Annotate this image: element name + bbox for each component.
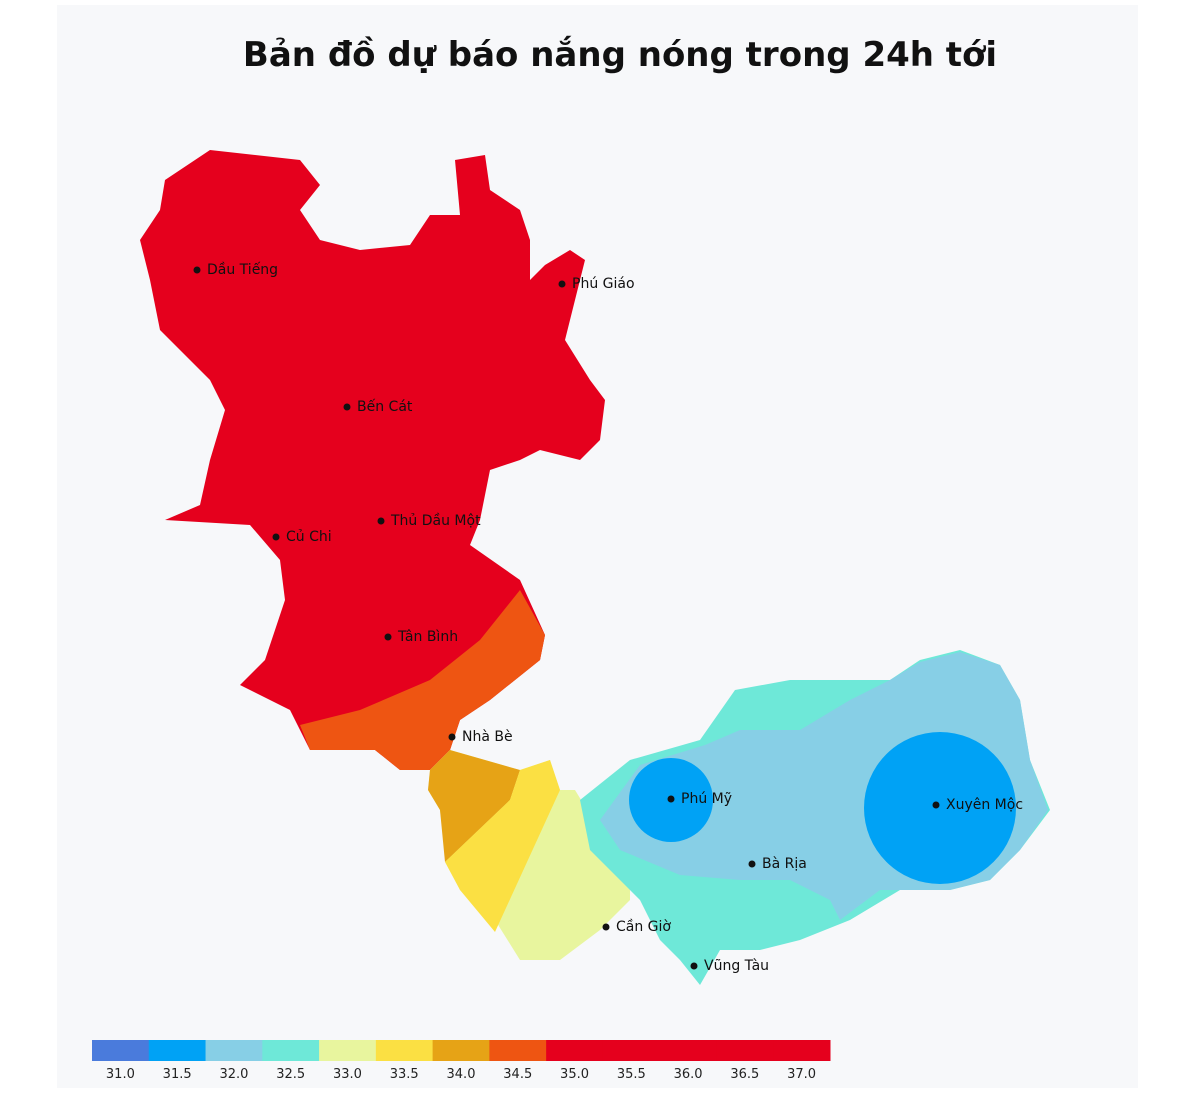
- region-31-5: [864, 732, 1016, 884]
- legend-tick-label: 36.0: [674, 1067, 703, 1082]
- legend-swatch: [602, 1040, 661, 1061]
- legend-swatch: [262, 1040, 320, 1061]
- legend-tick-label: 35.5: [617, 1067, 646, 1082]
- place-label: Vũng Tàu: [704, 958, 769, 974]
- region-33-5: [445, 760, 560, 932]
- place-label: Bà Rịa: [762, 856, 807, 872]
- region-34: [428, 750, 520, 862]
- place-dot: [193, 266, 201, 274]
- region-hot: [140, 150, 605, 770]
- ba-ria-region: [580, 650, 1050, 985]
- place-label: Cần Giờ: [616, 919, 671, 935]
- place-dot: [667, 795, 675, 803]
- legend: 31.0 31.5 32.0 32.5 33.0 33.5 34.0 34.5 35.0 35.5…: [92, 1040, 831, 1082]
- north-region: [140, 150, 605, 770]
- legend-tick-label: 36.5: [730, 1067, 759, 1082]
- legend-tick-label: 37.0: [787, 1067, 816, 1082]
- place-dot: [377, 517, 385, 525]
- legend-swatch: [148, 1040, 207, 1061]
- legend-tick-label: 31.5: [163, 1067, 192, 1082]
- place-label: Tân Bình: [397, 629, 458, 645]
- place-dot: [558, 280, 566, 288]
- place-dot: [932, 801, 940, 809]
- legend-swatch: [773, 1040, 831, 1061]
- place-dot: [384, 633, 392, 641]
- legend-tick-label: 33.0: [333, 1067, 362, 1082]
- place-dot: [448, 733, 456, 741]
- place-dot: [690, 962, 698, 970]
- legend-tick-label: 32.5: [276, 1067, 305, 1082]
- place-dot: [602, 923, 610, 931]
- place-label: Nhà Bè: [462, 729, 513, 745]
- legend-swatch: [432, 1040, 490, 1061]
- legend-tick-label: 34.5: [503, 1067, 532, 1082]
- legend-swatch: [92, 1040, 150, 1061]
- legend-tick-label: 34.0: [447, 1067, 476, 1082]
- legend-tick-label: 32.0: [219, 1067, 248, 1082]
- place-label: Phú Giáo: [572, 276, 635, 292]
- place-label: Bến Cát: [357, 398, 413, 415]
- legend-tick-label: 35.0: [560, 1067, 589, 1082]
- place-label: Dầu Tiếng: [207, 261, 278, 278]
- legend-swatch: [375, 1040, 434, 1061]
- legend-swatch: [546, 1040, 604, 1061]
- place-label: Phú Mỹ: [681, 791, 732, 807]
- place-dot: [343, 403, 351, 411]
- legend-swatch: [489, 1040, 547, 1061]
- place-dot: [748, 860, 756, 868]
- map-title: Bản đồ dự báo nắng nóng trong 24h tới: [243, 35, 997, 75]
- legend-tick-label: 33.5: [390, 1067, 419, 1082]
- legend-swatch: [659, 1040, 717, 1061]
- place-label: Củ Chi: [286, 529, 332, 545]
- legend-swatch: [716, 1040, 774, 1061]
- legend-tick-label: 31.0: [106, 1067, 135, 1082]
- place-label: Xuyên Mộc: [946, 797, 1023, 813]
- legend-swatch: [319, 1040, 377, 1061]
- can-gio-region: [428, 750, 630, 960]
- place-labels: Dầu Tiếng Phú Giáo Bến Cát Thủ Dầu Một Củ Ch…: [193, 261, 1023, 974]
- region-34-5: [300, 590, 545, 770]
- place-dot: [272, 533, 280, 541]
- place-label: Thủ Dầu Một: [390, 513, 481, 529]
- legend-swatch: [205, 1040, 263, 1061]
